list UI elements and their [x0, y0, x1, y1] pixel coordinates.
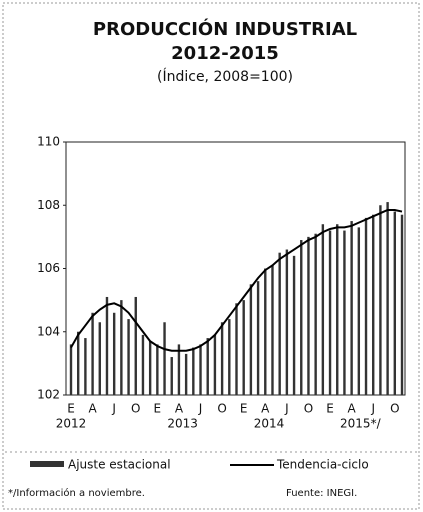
x-tick-label: J: [198, 402, 203, 416]
x-tick-label: O: [217, 402, 226, 416]
bar: [271, 265, 274, 395]
bar: [393, 211, 397, 395]
x-tick-label: O: [131, 402, 140, 416]
bar: [206, 338, 209, 395]
bar: [184, 353, 188, 395]
bar: [156, 344, 159, 395]
y-tick-label: 106: [37, 261, 60, 275]
bar: [314, 233, 317, 395]
year-label: 2014: [254, 417, 285, 431]
bar: [350, 221, 353, 395]
legend-label: Tendencia-ciclo: [276, 458, 369, 472]
bar: [148, 341, 152, 395]
footnote: */Información a noviembre.: [8, 487, 145, 499]
year-label: 2015*/: [340, 417, 382, 431]
x-tick-label: A: [348, 402, 357, 416]
chart-title: PRODUCCIÓN INDUSTRIAL: [93, 18, 357, 40]
bar: [69, 344, 73, 395]
bar: [98, 322, 101, 395]
bar: [321, 224, 325, 395]
bar: [328, 230, 332, 395]
y-tick-label: 108: [37, 198, 60, 212]
bar: [235, 303, 238, 395]
bar: [120, 300, 123, 395]
bar: [170, 357, 173, 395]
x-tick-label: J: [370, 402, 375, 416]
x-tick-label: E: [67, 402, 75, 416]
bar: [379, 205, 382, 395]
bar: [84, 338, 87, 395]
x-tick-label: E: [240, 402, 248, 416]
bar: [307, 236, 310, 395]
x-tick-label: J: [111, 402, 116, 416]
x-tick-label: O: [390, 402, 399, 416]
trend-line: [70, 208, 403, 352]
bar: [242, 300, 245, 395]
bar: [141, 334, 145, 395]
bar: [264, 268, 267, 395]
bar: [249, 284, 253, 395]
bar: [285, 249, 289, 395]
bar: [300, 240, 303, 395]
year-label: 2012: [56, 417, 87, 431]
y-tick-label: 104: [37, 324, 60, 338]
legend-label: Ajuste estacional: [68, 458, 171, 472]
y-tick-label: 110: [37, 135, 60, 149]
bar: [163, 322, 166, 395]
bar: [220, 322, 224, 395]
bar: [213, 334, 217, 395]
bar: [76, 331, 80, 395]
bar: [134, 296, 137, 395]
bar: [278, 252, 281, 395]
y-tick-label: 102: [37, 388, 60, 402]
bar: [357, 227, 361, 395]
year-label: 2013: [167, 417, 198, 431]
x-tick-label: E: [154, 402, 162, 416]
source: Fuente: INEGI.: [286, 488, 357, 499]
bar: [343, 230, 346, 395]
bar: [336, 224, 339, 395]
bar: [256, 281, 260, 395]
bar: [177, 344, 181, 395]
x-tick-label: A: [175, 402, 184, 416]
bar: [400, 214, 404, 395]
bar: [192, 347, 195, 395]
x-tick-label: J: [284, 402, 289, 416]
legend-swatch: [30, 461, 64, 467]
chart-subtitle: (Índice, 2008=100): [157, 68, 293, 85]
x-tick-label: A: [88, 402, 97, 416]
x-tick-label: A: [261, 402, 270, 416]
bar: [127, 319, 130, 395]
x-tick-label: O: [304, 402, 313, 416]
x-tick-label: E: [326, 402, 334, 416]
bar: [364, 217, 368, 395]
bar: [112, 312, 116, 395]
bar: [199, 344, 202, 395]
bar: [386, 202, 389, 395]
bar: [105, 296, 109, 395]
bar: [228, 319, 231, 395]
bar: [372, 214, 375, 395]
bar: [91, 312, 94, 395]
chart-title-2: 2012-2015: [171, 43, 279, 64]
bar: [292, 255, 296, 395]
